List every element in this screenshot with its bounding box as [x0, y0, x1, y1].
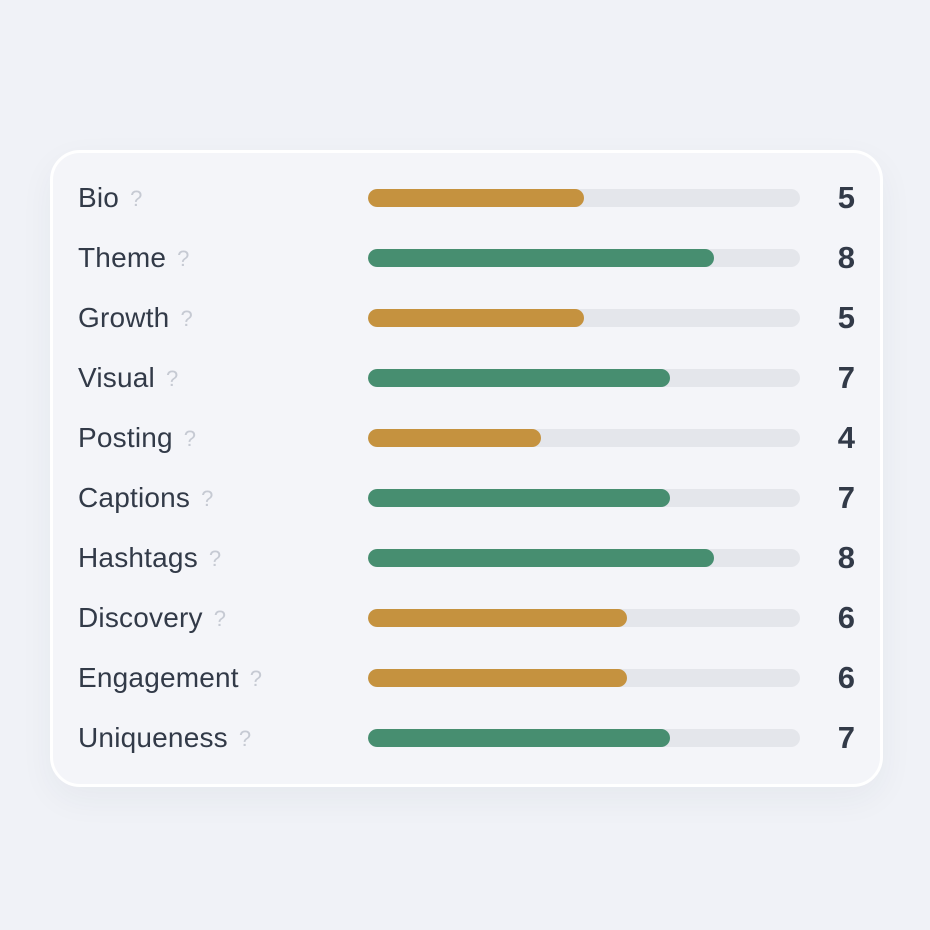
- score-row-visual: Visual ? 7: [78, 348, 855, 408]
- help-icon[interactable]: ?: [213, 606, 226, 631]
- score-row-growth: Growth ? 5: [78, 288, 855, 348]
- score-bar-track: [368, 489, 800, 507]
- help-icon[interactable]: ?: [177, 246, 190, 271]
- help-icon[interactable]: ?: [208, 546, 222, 571]
- score-value: 7: [837, 360, 855, 395]
- help-icon[interactable]: ?: [130, 186, 143, 211]
- score-row-label: Growth: [78, 302, 170, 333]
- score-row-label: Hashtags: [78, 542, 198, 573]
- help-icon[interactable]: ?: [165, 366, 179, 391]
- score-bar-track: [368, 669, 800, 687]
- score-row-label: Theme: [78, 242, 167, 273]
- score-bar-fill: [368, 609, 628, 627]
- score-row-label-group: Hashtags ?: [78, 542, 368, 574]
- score-value: 6: [837, 600, 855, 635]
- score-row-label-group: Growth ?: [78, 302, 368, 334]
- score-value: 4: [837, 420, 855, 455]
- score-row-label-group: Discovery ?: [78, 602, 368, 634]
- score-row-captions: Captions ? 7: [78, 468, 855, 528]
- score-row-label: Uniqueness: [78, 722, 228, 753]
- score-bar-track: [368, 609, 800, 627]
- score-row-label: Visual: [78, 362, 155, 393]
- help-icon[interactable]: ?: [183, 426, 197, 451]
- score-row-theme: Theme ? 8: [78, 228, 855, 288]
- score-bar-fill: [368, 489, 671, 507]
- score-row-label-group: Engagement ?: [78, 662, 368, 694]
- score-row-label-group: Posting ?: [78, 422, 368, 454]
- score-value: 5: [837, 180, 855, 215]
- score-value: 7: [837, 720, 855, 755]
- score-bar-fill: [368, 669, 628, 687]
- scores-card: Bio ? 5 Theme ? 8: [50, 150, 883, 787]
- score-row-engagement: Engagement ? 6: [78, 648, 855, 708]
- score-row-hashtags: Hashtags ? 8: [78, 528, 855, 588]
- score-row-label: Engagement: [78, 662, 239, 693]
- help-icon[interactable]: ?: [201, 486, 214, 511]
- score-row-posting: Posting ? 4: [78, 408, 855, 468]
- score-value: 8: [837, 540, 855, 575]
- score-bar-track: [368, 369, 800, 387]
- help-icon[interactable]: ?: [238, 726, 252, 751]
- score-row-label: Discovery: [78, 602, 203, 633]
- score-bar-fill: [368, 429, 541, 447]
- score-row-label: Posting: [78, 422, 173, 453]
- help-icon[interactable]: ?: [249, 666, 263, 691]
- score-bar-fill: [368, 729, 671, 747]
- score-value: 7: [837, 480, 855, 515]
- score-row-label-group: Bio ?: [78, 182, 368, 214]
- score-row-label: Bio: [78, 182, 120, 213]
- score-bar-fill: [368, 549, 714, 567]
- score-bar-fill: [368, 249, 714, 267]
- score-row-uniqueness: Uniqueness ? 7: [78, 708, 855, 768]
- score-row-label: Captions: [78, 482, 191, 513]
- score-row-label-group: Uniqueness ?: [78, 722, 368, 754]
- score-row-label-group: Theme ?: [78, 242, 368, 274]
- score-bar-track: [368, 429, 800, 447]
- score-value: 5: [837, 300, 855, 335]
- score-row-label-group: Visual ?: [78, 362, 368, 394]
- score-bar-fill: [368, 369, 671, 387]
- score-bar-track: [368, 549, 800, 567]
- score-bar-fill: [368, 309, 584, 327]
- score-row-discovery: Discovery ? 6: [78, 588, 855, 648]
- score-bar-track: [368, 189, 800, 207]
- score-bar-fill: [368, 189, 584, 207]
- score-row-bio: Bio ? 5: [78, 168, 855, 228]
- score-value: 8: [837, 240, 855, 275]
- score-bar-track: [368, 249, 800, 267]
- score-bar-track: [368, 309, 800, 327]
- score-row-label-group: Captions ?: [78, 482, 368, 514]
- help-icon[interactable]: ?: [180, 306, 193, 331]
- score-bar-track: [368, 729, 800, 747]
- score-value: 6: [837, 660, 855, 695]
